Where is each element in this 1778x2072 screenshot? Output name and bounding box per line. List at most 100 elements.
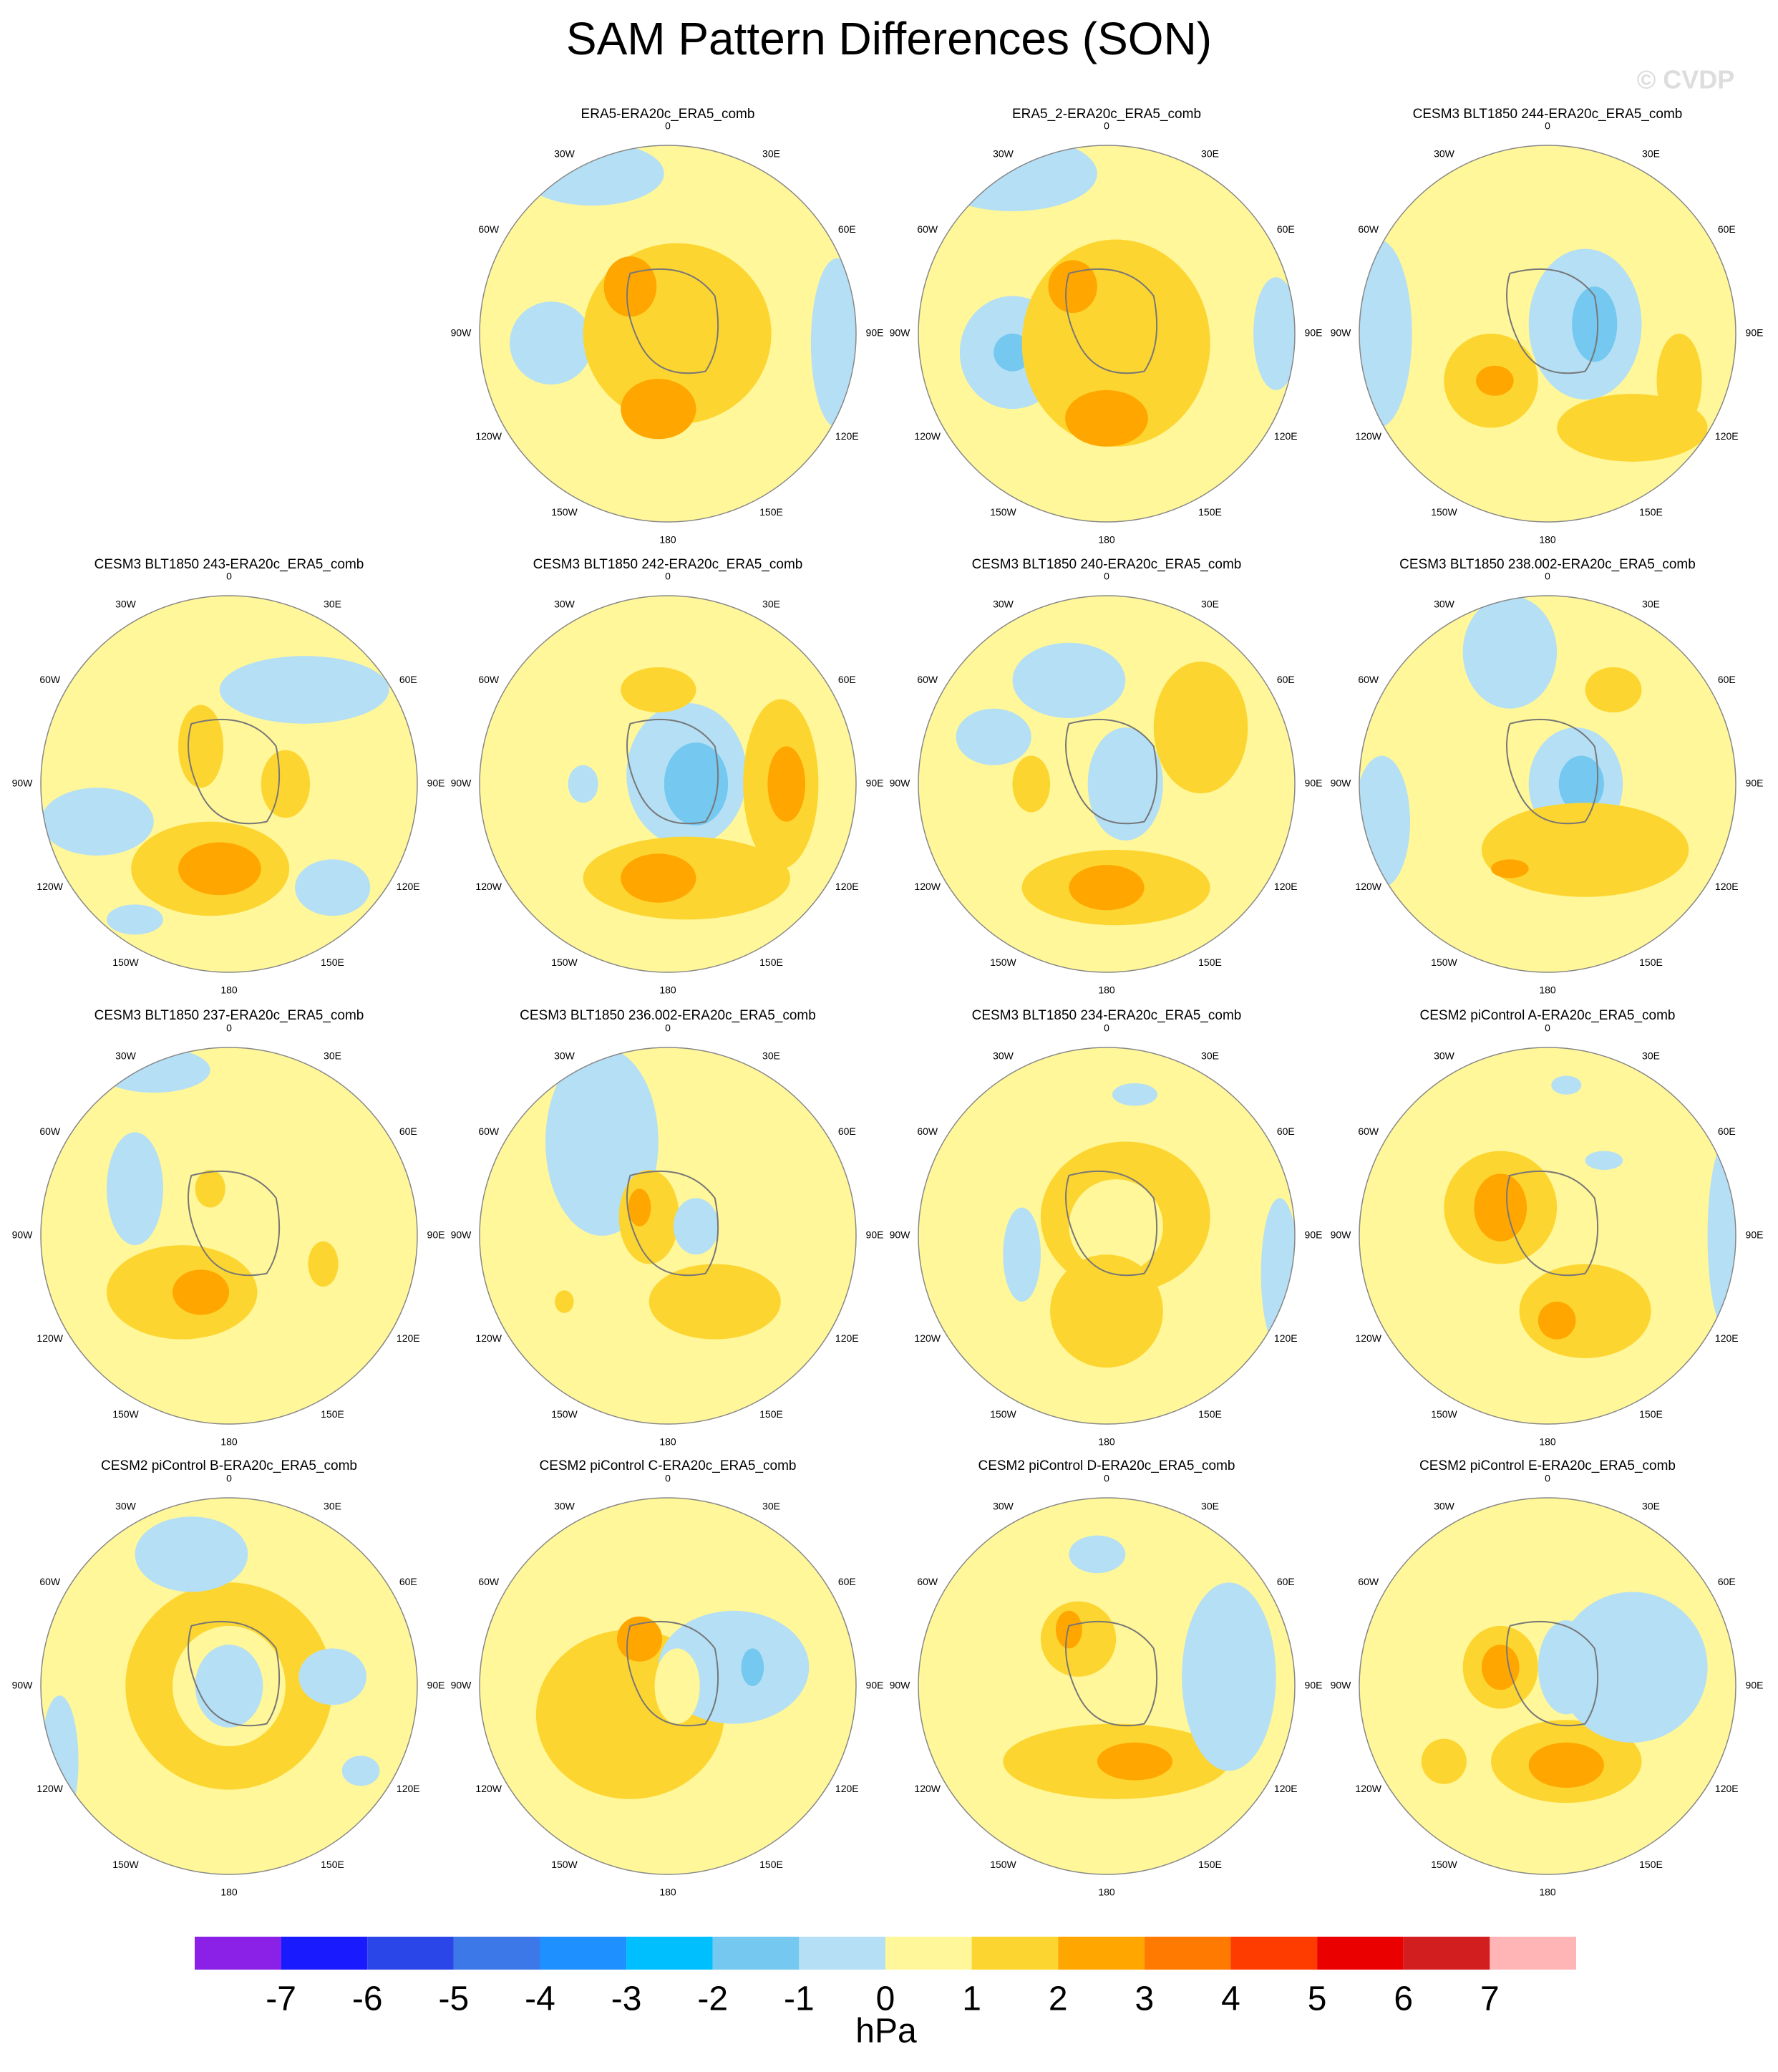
- field: [918, 145, 1295, 522]
- field: [480, 1498, 856, 1874]
- longitude-label: 60W: [478, 1576, 500, 1587]
- longitude-label: 60W: [478, 674, 500, 685]
- field-blob: [1656, 334, 1702, 428]
- colorbar-box: [453, 1937, 540, 1970]
- colorbar-box: [626, 1937, 713, 1970]
- field-blob: [994, 334, 1031, 372]
- longitude-label: 30W: [554, 598, 575, 609]
- longitude-label: 0: [665, 120, 671, 132]
- longitude-label: 60E: [1277, 1125, 1295, 1137]
- longitude-label: 90W: [890, 1229, 911, 1241]
- panel-title: CESM2 piControl D-ERA20c_ERA5_comb: [978, 1458, 1235, 1473]
- longitude-label: 90W: [451, 1680, 472, 1691]
- field: [41, 596, 417, 972]
- coastline: [1506, 718, 1599, 825]
- field-blob: [1055, 1610, 1082, 1649]
- colorbar-box: [1490, 1937, 1576, 1970]
- field-blob: [107, 1132, 163, 1246]
- longitude-label: 180: [1098, 1887, 1115, 1898]
- colorbar-box: [1317, 1937, 1404, 1970]
- longitude-label: 120E: [1715, 1783, 1739, 1794]
- longitude-label: 30E: [324, 598, 341, 609]
- longitude-label: 0: [226, 1022, 232, 1034]
- colorbar-box: [195, 1937, 281, 1970]
- colorbar-box: [712, 1937, 800, 1970]
- colorbar-label: 5: [1308, 1980, 1327, 2018]
- field-blob: [1476, 365, 1514, 396]
- longitude-label: 30E: [1642, 598, 1660, 609]
- field-blob: [261, 750, 311, 818]
- field-blob: [654, 1648, 700, 1724]
- longitude-label: 150W: [112, 1859, 139, 1870]
- coastline: [626, 1170, 719, 1277]
- panel-title: CESM3 BLT1850 234-ERA20c_ERA5_comb: [972, 1008, 1242, 1023]
- longitude-label: 0: [1104, 1022, 1109, 1034]
- figure-title: SAM Pattern Differences (SON): [566, 13, 1212, 64]
- longitude-label: 60W: [39, 1576, 61, 1587]
- field-blob: [1462, 596, 1558, 709]
- colorbar-box: [367, 1937, 454, 1970]
- longitude-label: 0: [1545, 1473, 1550, 1484]
- longitude-label: 150E: [321, 957, 344, 968]
- panel-title: CESM3 BLT1850 242-ERA20c_ERA5_comb: [533, 557, 803, 572]
- colorbar-box: [540, 1937, 627, 1970]
- field-blob: [1558, 755, 1604, 813]
- longitude-label: 30W: [993, 147, 1014, 159]
- longitude-label: 90W: [451, 778, 472, 789]
- longitude-label: 60W: [39, 1125, 61, 1137]
- longitude-label: 30W: [554, 1050, 575, 1061]
- longitude-label: 120E: [835, 1783, 859, 1794]
- map-border: [479, 1497, 857, 1875]
- longitude-label: 90E: [866, 778, 884, 789]
- longitude-label: 90E: [866, 1229, 884, 1241]
- field: [480, 1047, 856, 1424]
- field-blob: [1537, 1302, 1576, 1340]
- longitude-label: 0: [1104, 120, 1109, 132]
- longitude-label: 150E: [1198, 506, 1222, 518]
- longitude-label: 90E: [1305, 327, 1323, 339]
- coastline: [1065, 718, 1158, 825]
- longitude-label: 90W: [1331, 778, 1352, 789]
- longitude-label: 60W: [917, 223, 938, 235]
- panel-title: CESM2 piControl E-ERA20c_ERA5_comb: [1419, 1458, 1676, 1473]
- longitude-label: 60E: [1277, 223, 1295, 235]
- longitude-label: 90W: [1331, 1680, 1352, 1691]
- field-blob: [1481, 803, 1689, 897]
- map-border: [479, 1047, 857, 1425]
- longitude-label: 90E: [1746, 1680, 1764, 1691]
- colorbar-label: -1: [784, 1980, 815, 2018]
- field-blob: [178, 842, 261, 896]
- colorbar-label: 3: [1135, 1980, 1155, 2018]
- longitude-label: 30E: [1642, 147, 1660, 159]
- longitude-label: 180: [659, 534, 676, 546]
- longitude-label: 150E: [1639, 506, 1663, 518]
- longitude-label: 30W: [1434, 598, 1455, 609]
- colorbar-label: 2: [1049, 1980, 1068, 2018]
- longitude-label: 150E: [1639, 1408, 1663, 1420]
- longitude-label: 120E: [1715, 881, 1739, 892]
- longitude-label: 120E: [835, 881, 859, 892]
- longitude-label: 90E: [1305, 778, 1323, 789]
- field-blob: [41, 788, 154, 856]
- colorbar-box: [1403, 1937, 1490, 1970]
- longitude-label: 120W: [914, 881, 941, 892]
- field-blob: [295, 859, 371, 916]
- field-blob: [1707, 1141, 1736, 1330]
- field-blob: [1481, 1645, 1520, 1690]
- longitude-label: 90E: [1746, 1229, 1764, 1241]
- longitude-label: 180: [220, 984, 238, 996]
- field: [41, 1047, 417, 1424]
- longitude-label: 120W: [37, 881, 63, 892]
- field-blob: [628, 1189, 651, 1226]
- field-blob: [741, 1648, 764, 1686]
- field-blob: [686, 301, 744, 347]
- colorbar-label: 7: [1480, 1980, 1500, 2018]
- longitude-label: 150W: [112, 957, 139, 968]
- field-blob: [1069, 1535, 1126, 1574]
- field-blob: [1182, 1582, 1276, 1771]
- longitude-label: 150E: [759, 1859, 783, 1870]
- longitude-label: 30E: [324, 1500, 341, 1511]
- field-blob: [1069, 1179, 1163, 1274]
- field-blob: [621, 853, 696, 903]
